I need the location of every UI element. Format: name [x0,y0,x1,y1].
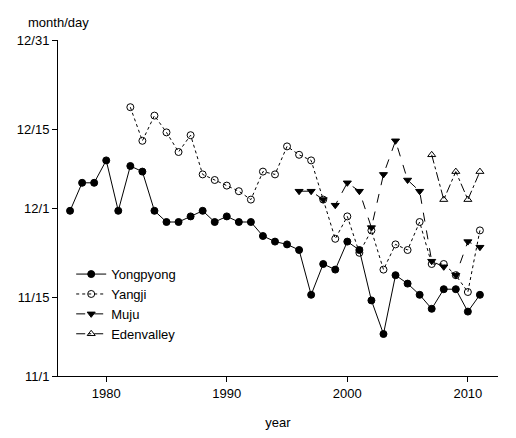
svg-text:12/1: 12/1 [24,201,49,216]
svg-text:12/15: 12/15 [17,122,50,137]
svg-text:11/15: 11/15 [18,290,50,305]
svg-text:Muju: Muju [111,307,139,322]
svg-text:year: year [265,415,291,430]
svg-text:2010: 2010 [453,386,482,401]
svg-text:Yangji: Yangji [111,287,146,302]
svg-text:month/day: month/day [28,15,89,30]
svg-text:1980: 1980 [92,386,121,401]
svg-text:Edenvalley: Edenvalley [111,327,175,342]
svg-text:Yongpyong: Yongpyong [111,267,176,282]
svg-text:2000: 2000 [333,386,362,401]
svg-text:1990: 1990 [212,386,241,401]
svg-text:12/31: 12/31 [17,33,50,48]
svg-text:11/1: 11/1 [25,369,49,384]
